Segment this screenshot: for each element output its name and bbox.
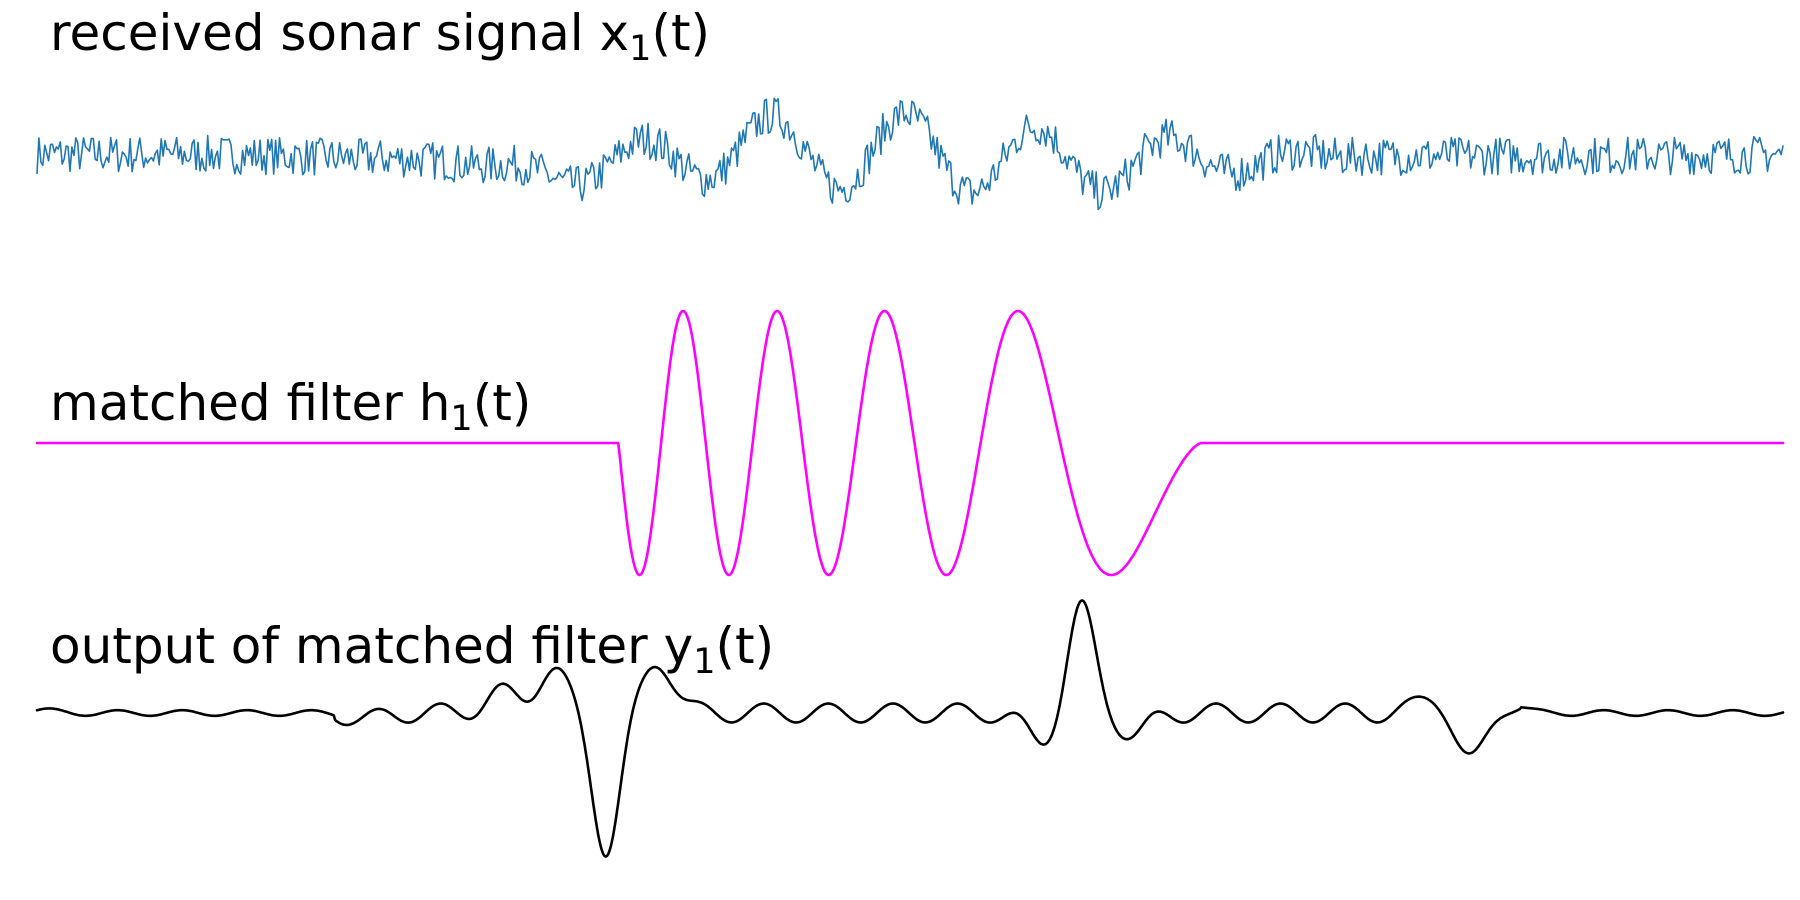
matched-filter-line: [35, 309, 1785, 577]
received-signal-title: received sonar signal x1(t): [50, 4, 710, 69]
received-signal-line: [36, 97, 1784, 211]
filter-output-title: output of matched filter y1(t): [50, 617, 774, 682]
panel-matched-filter: matched filter h1(t): [35, 309, 1785, 577]
panel-filter-output: output of matched filter y1(t): [35, 599, 1785, 858]
filter-output-line: [35, 599, 1785, 858]
panel-received-signal: received sonar signal x1(t): [36, 4, 1784, 211]
matched-filter-title: matched filter h1(t): [50, 374, 531, 439]
